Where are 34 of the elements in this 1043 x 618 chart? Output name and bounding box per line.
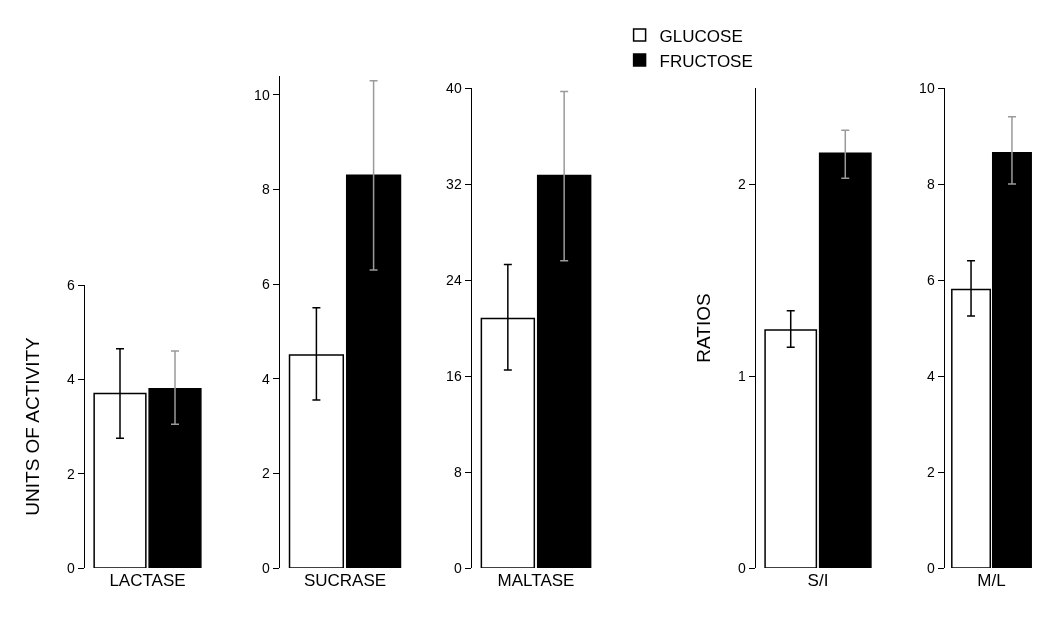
y-tick-label: 2 [66, 465, 75, 482]
x-tick-label: SUCRASE [303, 571, 387, 590]
y-tick-label: 0 [66, 559, 75, 576]
y-tick-label: 4 [261, 370, 270, 387]
x-tick-label: LACTASE [109, 571, 186, 590]
y-tick-label: 8 [453, 463, 462, 480]
y-tick-label: 6 [926, 271, 935, 288]
legend-label: FRUCTOSE [659, 51, 753, 71]
y-tick-label: 6 [261, 276, 270, 293]
y-tick-label: 0 [453, 559, 462, 576]
y-tick-label: 0 [926, 559, 935, 576]
y-axis-title: RATIOS [693, 293, 714, 363]
y-tick-label: 10 [254, 86, 270, 103]
y-tick-label: 40 [446, 79, 462, 96]
legend-label: GLUCOSE [659, 26, 743, 46]
x-tick-label: M/L [977, 571, 1006, 590]
y-tick-label: 4 [926, 367, 935, 384]
y-tick-label: 2 [737, 175, 746, 192]
y-tick-label: 1 [737, 367, 746, 384]
y-tick-label: 0 [261, 559, 270, 576]
y-tick-label: 8 [261, 181, 270, 198]
y-axis-title: UNITS OF ACTIVITY [22, 336, 43, 516]
y-tick-label: 24 [446, 271, 462, 288]
y-tick-label: 10 [919, 79, 935, 96]
y-tick-label: 4 [66, 371, 75, 388]
y-tick-label: 2 [261, 465, 270, 482]
y-tick-label: 6 [66, 276, 75, 293]
y-tick-label: 32 [446, 175, 462, 192]
x-tick-label: MALTASE [497, 571, 575, 590]
y-tick-label: 0 [737, 559, 746, 576]
y-tick-label: 8 [926, 175, 935, 192]
x-tick-label: S/I [807, 571, 829, 590]
y-tick-label: 2 [926, 463, 935, 480]
y-tick-label: 16 [446, 367, 462, 384]
